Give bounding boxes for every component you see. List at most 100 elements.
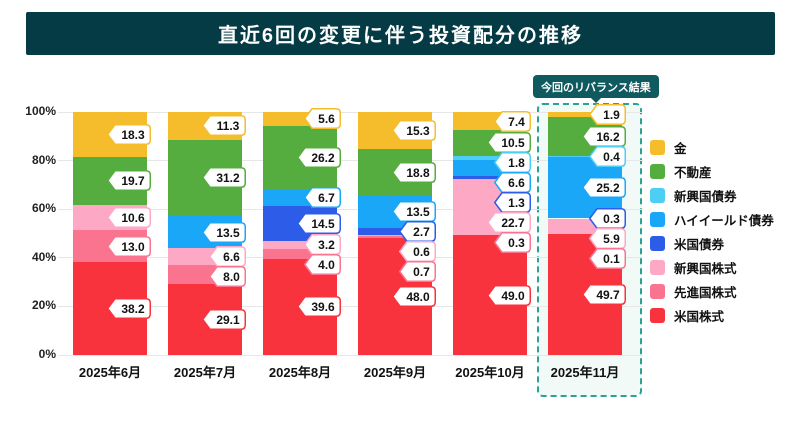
value-tag: 26.2 [297, 147, 341, 169]
value-tag: 6.6 [209, 246, 246, 268]
legend-label: 先進国株式 [674, 286, 737, 300]
svg-text:11.3: 11.3 [217, 119, 240, 133]
legend-label: 新興国債券 [674, 190, 737, 204]
legend-swatch [650, 140, 665, 155]
value-tag: 11.3 [202, 115, 246, 137]
x-axis-label: 2025年6月 [78, 365, 142, 380]
svg-text:10.5: 10.5 [501, 136, 525, 150]
value-tag: 39.6 [297, 296, 341, 318]
bar-segment-新興国株式 [358, 234, 432, 237]
legend-swatch [650, 260, 665, 275]
svg-text:5.6: 5.6 [318, 112, 335, 126]
y-axis-tick: 40% [31, 249, 56, 264]
bar-segment-先進国株式 [453, 234, 527, 236]
value-tag: 5.6 [304, 108, 341, 130]
bar-segment-金 [73, 112, 147, 157]
value-tag: 2.7 [399, 221, 436, 243]
page-title: 直近6回の変更に伴う投資配分の推移 [26, 12, 775, 55]
value-tag: 29.1 [202, 309, 246, 331]
bar-segment-金 [453, 112, 527, 131]
svg-text:2.7: 2.7 [413, 225, 430, 239]
value-tag: 22.7 [487, 212, 531, 234]
svg-text:10.6: 10.6 [121, 211, 145, 225]
svg-text:38.2: 38.2 [121, 302, 145, 316]
value-tag: 10.6 [107, 206, 151, 228]
bar-segment-不動産 [73, 156, 147, 205]
legend-item: 米国株式 [650, 308, 774, 324]
bar-segment-新興国株式 [263, 241, 337, 249]
svg-text:18.3: 18.3 [121, 128, 145, 142]
svg-text:6.6: 6.6 [508, 176, 525, 190]
svg-text:29.1: 29.1 [216, 313, 240, 327]
bar-segment-米国債券 [263, 205, 337, 242]
bar-segment-不動産 [168, 139, 242, 216]
bar-segment-新興国債券 [453, 155, 527, 161]
rebalance-result-badge: 今回のリバランス結果 [533, 75, 659, 103]
svg-text:13.0: 13.0 [121, 240, 145, 254]
value-tag: 6.6 [494, 172, 531, 194]
bar-segment-米国株式 [73, 261, 147, 355]
value-tag: 0.6 [399, 241, 436, 263]
legend-swatch [650, 212, 665, 227]
svg-text:48.0: 48.0 [406, 290, 430, 304]
x-axis-label: 2025年7月 [173, 365, 237, 380]
svg-text:49.0: 49.0 [501, 289, 525, 303]
svg-text:0.6: 0.6 [413, 245, 430, 259]
bar-segment-金 [168, 112, 242, 140]
svg-text:4.0: 4.0 [318, 258, 335, 272]
chart-legend: 金不動産 新興国債券 ハイイールド債券 米国債券 新興国株式 先進国株式 米国株式 [650, 140, 774, 332]
bar-segment-金 [263, 112, 337, 126]
svg-text:6.7: 6.7 [318, 191, 335, 205]
svg-text:22.7: 22.7 [501, 216, 525, 230]
svg-text:15.3: 15.3 [406, 124, 430, 138]
value-tag: 18.3 [107, 123, 151, 145]
bar-segment-不動産 [263, 125, 337, 190]
legend-item: 不動産 [650, 164, 774, 180]
legend-label: 金 [674, 142, 687, 156]
svg-text:0.3: 0.3 [508, 236, 525, 250]
bar-segment-ハイイールド債券 [453, 160, 527, 177]
value-tag: 0.7 [399, 261, 436, 283]
bar-segment-米国株式 [168, 284, 242, 355]
value-tag: 10.5 [487, 132, 531, 154]
value-tag: 31.2 [202, 167, 246, 189]
legend-label: 不動産 [674, 166, 712, 180]
x-axis-label: 2025年8月 [268, 365, 332, 380]
value-tag: 3.2 [304, 234, 341, 256]
svg-text:6.6: 6.6 [223, 250, 240, 264]
value-tag: 1.3 [494, 192, 531, 214]
value-tag: 0.3 [494, 232, 531, 254]
svg-text:13.5: 13.5 [406, 205, 430, 219]
bar-segment-米国株式 [453, 235, 527, 355]
bar-segment-新興国株式 [73, 204, 147, 231]
svg-text:39.6: 39.6 [311, 300, 335, 314]
highlight-box-current-rebalance [537, 103, 642, 397]
legend-item: 先進国株式 [650, 284, 774, 300]
value-tag: 8.0 [209, 266, 246, 288]
value-tag: 38.2 [107, 297, 151, 319]
bar-segment-ハイイールド債券 [263, 189, 337, 206]
value-tag: 49.0 [487, 284, 531, 306]
value-tag: 4.0 [304, 254, 341, 276]
legend-swatch [650, 164, 665, 179]
svg-text:1.3: 1.3 [508, 196, 525, 210]
bar-segment-ハイイールド債券 [168, 215, 242, 249]
bar-segment-米国株式 [358, 237, 432, 355]
bar-segment-不動産 [358, 149, 432, 196]
value-tag: 18.8 [392, 161, 436, 183]
svg-text:8.0: 8.0 [223, 270, 240, 284]
y-axis-tick: 100% [25, 104, 56, 118]
value-tag: 19.7 [107, 170, 151, 192]
value-tag: 7.4 [494, 110, 531, 132]
value-tag: 13.5 [202, 221, 246, 243]
svg-text:3.2: 3.2 [318, 238, 335, 252]
legend-swatch [650, 236, 665, 251]
svg-text:1.8: 1.8 [508, 156, 525, 170]
legend-swatch [650, 284, 665, 299]
svg-text:26.2: 26.2 [311, 151, 335, 165]
y-axis-tick: 60% [31, 201, 56, 216]
y-axis-tick: 0% [38, 347, 56, 361]
bar-segment-金 [358, 112, 432, 150]
svg-text:14.5: 14.5 [311, 217, 335, 231]
